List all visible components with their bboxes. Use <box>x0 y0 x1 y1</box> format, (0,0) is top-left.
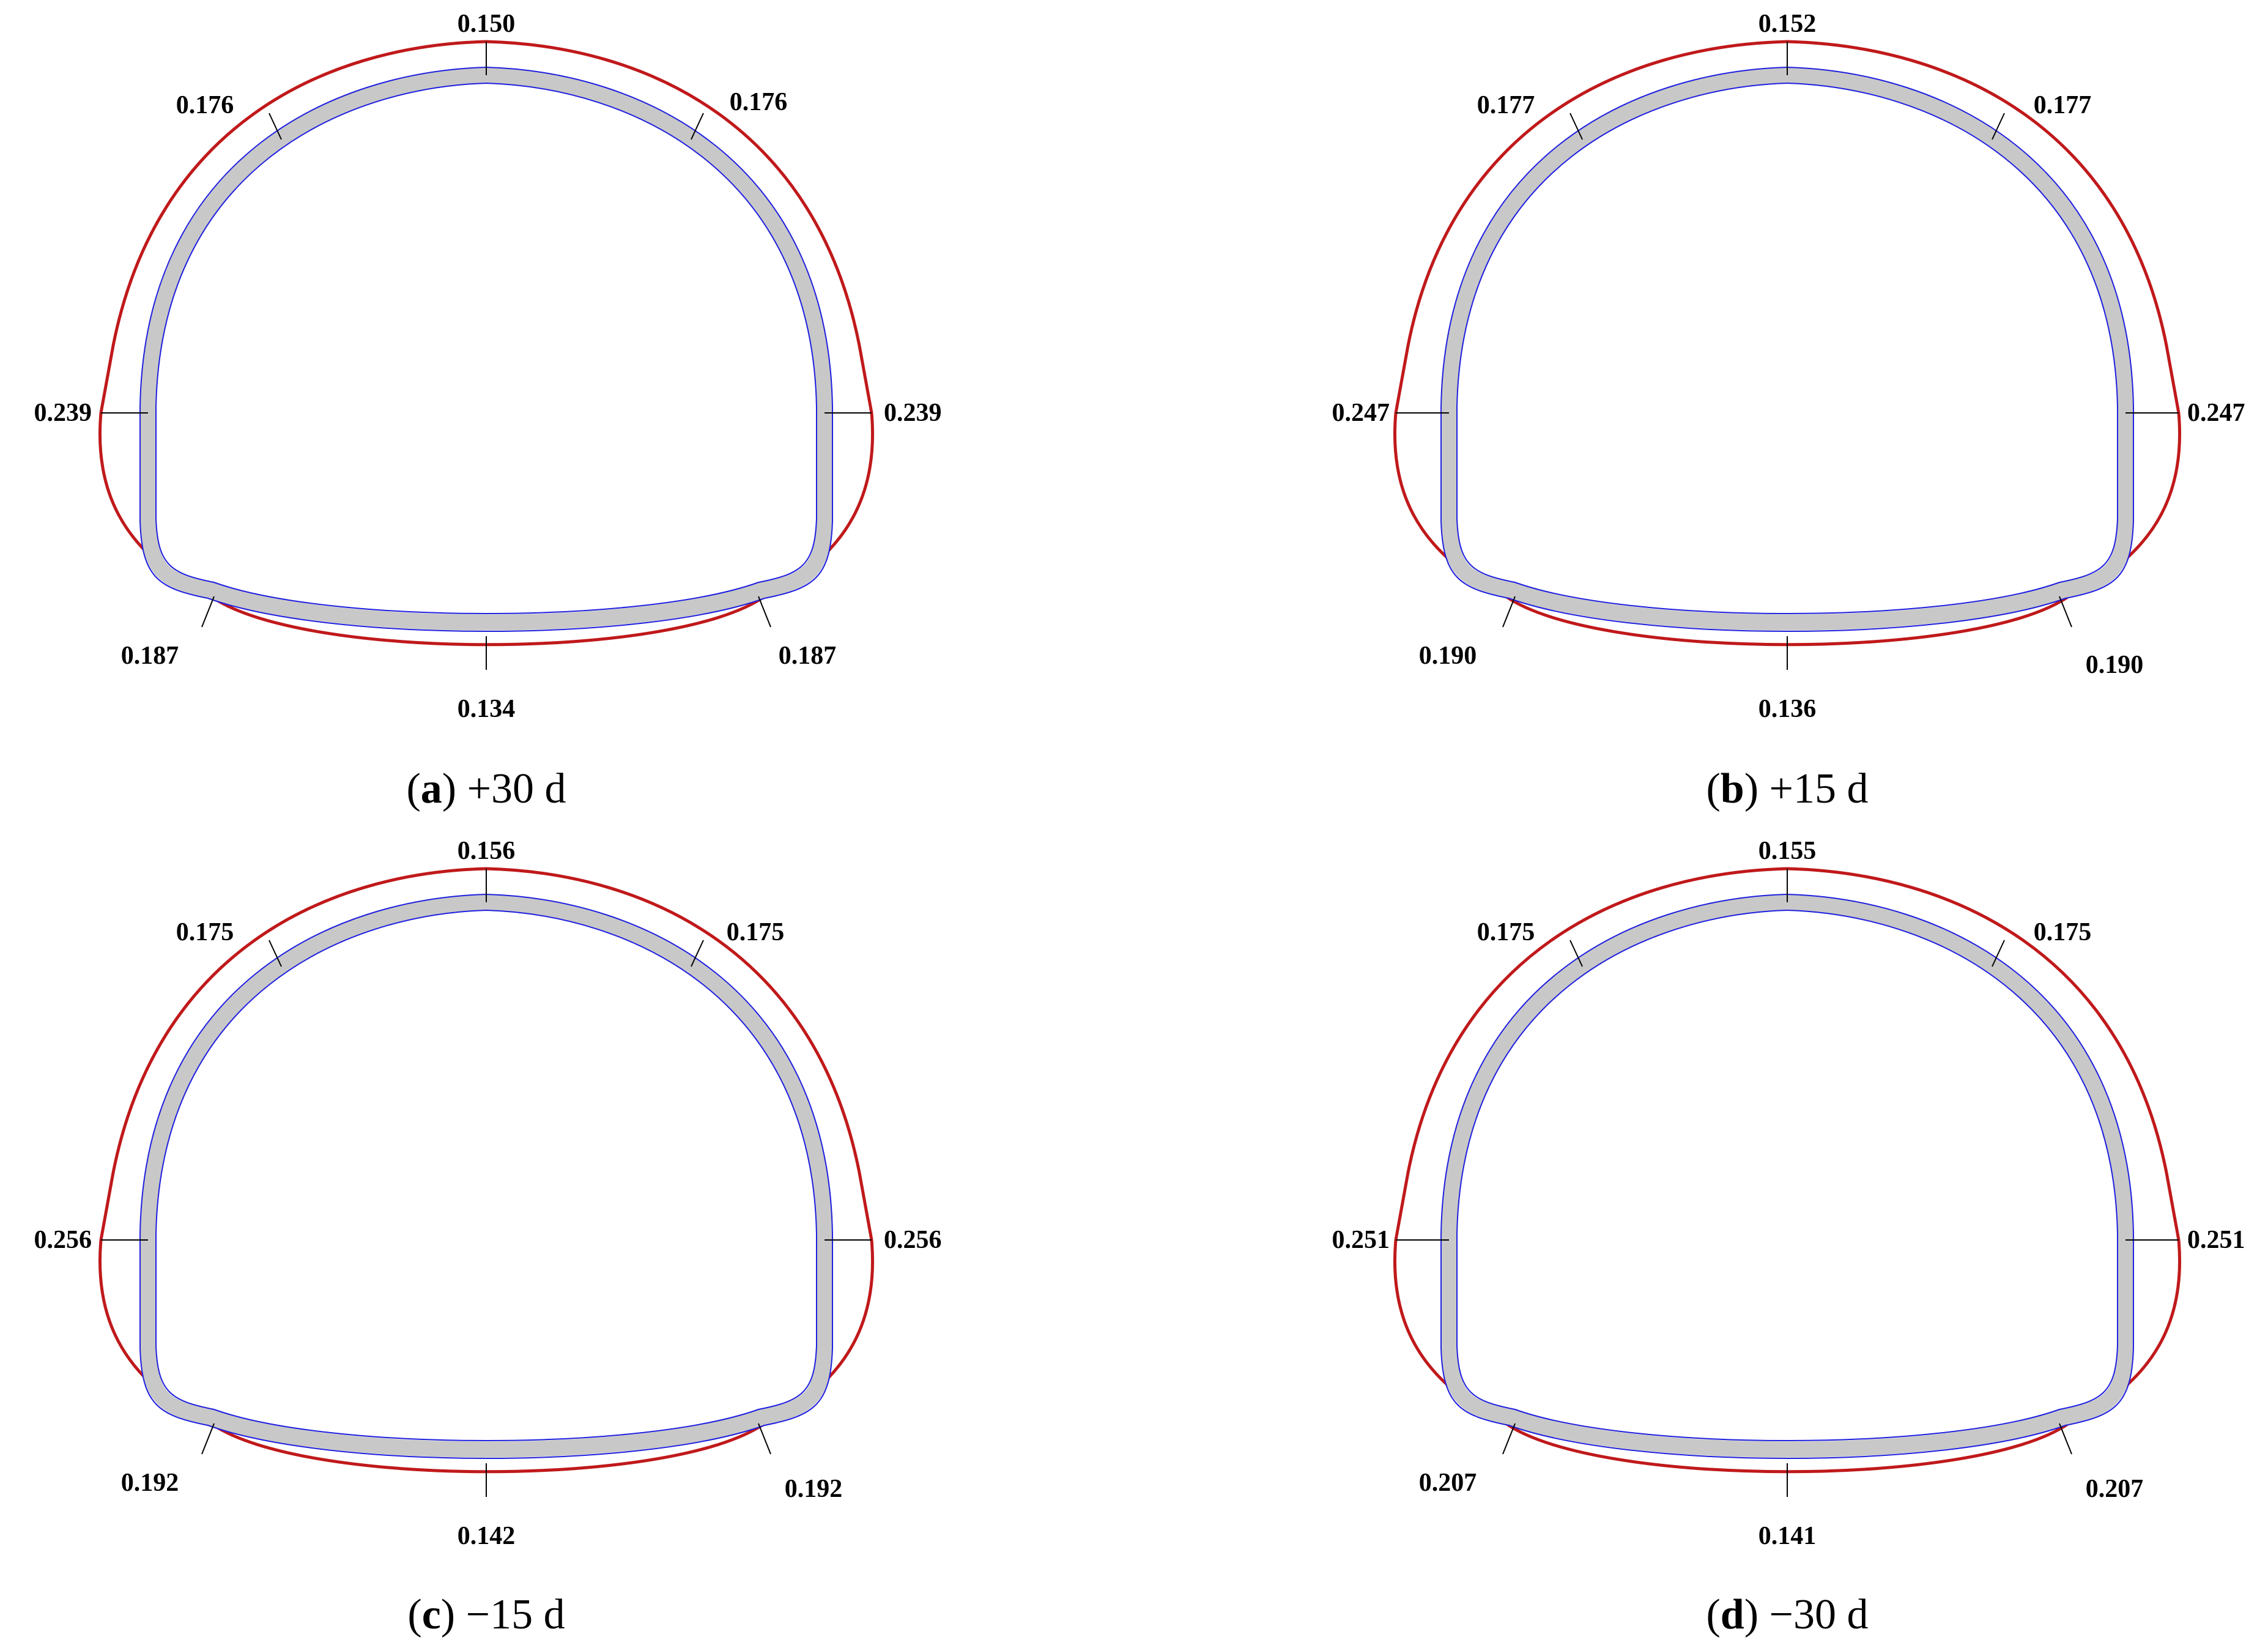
value-right-corner: 0.190 <box>2086 651 2144 679</box>
lining-inner-edge <box>155 82 817 614</box>
value-left-springline: 0.247 <box>1332 399 1390 427</box>
value-left-corner: 0.187 <box>121 642 179 670</box>
tick-left-corner <box>201 596 215 628</box>
value-left-shoulder: 0.176 <box>176 91 234 119</box>
caption-condition: +15 d <box>1770 765 1869 812</box>
value-invert: 0.141 <box>1758 1522 1817 1550</box>
panel-caption: (d) −30 d <box>1706 1591 1868 1638</box>
tick-right-corner <box>2059 596 2072 628</box>
outer-profile <box>1393 40 2182 647</box>
value-left-corner: 0.190 <box>1419 642 1477 670</box>
caption-condition: +30 d <box>467 765 566 812</box>
panel-b: 0.152 0.177 0.177 0.247 0.247 0.190 0.19… <box>1332 10 2245 812</box>
value-invert: 0.134 <box>458 695 516 723</box>
value-right-shoulder: 0.175 <box>2034 918 2092 946</box>
value-right-springline: 0.256 <box>884 1226 942 1254</box>
tick-left-corner <box>1502 1423 1516 1455</box>
value-left-corner: 0.207 <box>1419 1469 1477 1497</box>
caption-letter: b <box>1721 765 1744 812</box>
panel-caption: (b) +15 d <box>1706 765 1868 812</box>
value-invert: 0.136 <box>1758 695 1817 723</box>
panel-a: 0.150 0.176 0.176 0.239 0.239 0.187 0.18… <box>34 10 942 812</box>
tick-right-corner <box>758 596 771 628</box>
panel-d: 0.155 0.175 0.175 0.251 0.251 0.207 0.20… <box>1332 837 2245 1638</box>
value-right-shoulder: 0.175 <box>727 918 785 946</box>
value-right-springline: 0.247 <box>2187 399 2245 427</box>
tick-right-shoulder <box>1992 113 2005 140</box>
value-right-corner: 0.207 <box>2086 1475 2144 1503</box>
outer-profile <box>98 867 875 1474</box>
value-right-springline: 0.251 <box>2187 1226 2245 1254</box>
lining-inner-edge <box>155 909 817 1441</box>
lining-ring <box>1441 67 2133 631</box>
value-right-springline: 0.239 <box>884 399 942 427</box>
tick-left-corner <box>1502 596 1516 628</box>
tick-left-shoulder <box>1569 940 1583 967</box>
value-right-shoulder: 0.177 <box>2034 91 2092 119</box>
tick-right-corner <box>758 1423 771 1455</box>
value-left-shoulder: 0.177 <box>1477 91 1535 119</box>
value-left-shoulder: 0.175 <box>1477 918 1535 946</box>
panel-caption: (a) +30 d <box>406 765 566 812</box>
lining-inner-edge <box>1456 82 2118 614</box>
tick-right-shoulder <box>1992 940 2005 967</box>
caption-letter: a <box>421 765 442 812</box>
value-crown: 0.155 <box>1758 837 1817 865</box>
value-left-springline: 0.256 <box>34 1226 92 1254</box>
tick-left-shoulder <box>1569 113 1583 140</box>
lining-outer-edge <box>139 893 833 1459</box>
value-right-corner: 0.187 <box>779 642 837 670</box>
tick-left-shoulder <box>269 940 282 967</box>
lining-outer-edge <box>139 66 833 632</box>
value-right-corner: 0.192 <box>785 1475 843 1503</box>
value-left-springline: 0.251 <box>1332 1226 1390 1254</box>
lining-ring <box>140 67 832 631</box>
lining-outer-edge <box>1440 66 2134 632</box>
tick-left-shoulder <box>269 113 282 140</box>
value-crown: 0.152 <box>1758 10 1817 38</box>
value-invert: 0.142 <box>458 1522 516 1550</box>
outer-profile <box>1393 867 2182 1474</box>
value-crown: 0.156 <box>458 837 516 865</box>
caption-condition: −15 d <box>466 1591 565 1638</box>
panel-caption: (c) −15 d <box>407 1591 565 1638</box>
value-left-shoulder: 0.175 <box>176 918 234 946</box>
caption-letter: d <box>1721 1591 1744 1638</box>
value-left-springline: 0.239 <box>34 399 92 427</box>
outer-profile <box>98 40 875 647</box>
panel-c: 0.156 0.175 0.175 0.256 0.256 0.192 0.19… <box>34 837 942 1638</box>
tick-right-shoulder <box>691 940 704 967</box>
lining-outer-edge <box>1440 893 2134 1459</box>
value-crown: 0.150 <box>458 10 516 38</box>
tick-right-shoulder <box>691 113 704 140</box>
tick-left-corner <box>201 1423 215 1455</box>
lining-ring <box>1441 894 2133 1458</box>
caption-letter: c <box>422 1591 441 1638</box>
value-left-corner: 0.192 <box>121 1469 179 1497</box>
lining-inner-edge <box>1456 909 2118 1441</box>
caption-condition: −30 d <box>1770 1591 1869 1638</box>
value-right-shoulder: 0.176 <box>730 88 788 116</box>
tick-right-corner <box>2059 1423 2072 1455</box>
lining-ring <box>140 894 832 1458</box>
